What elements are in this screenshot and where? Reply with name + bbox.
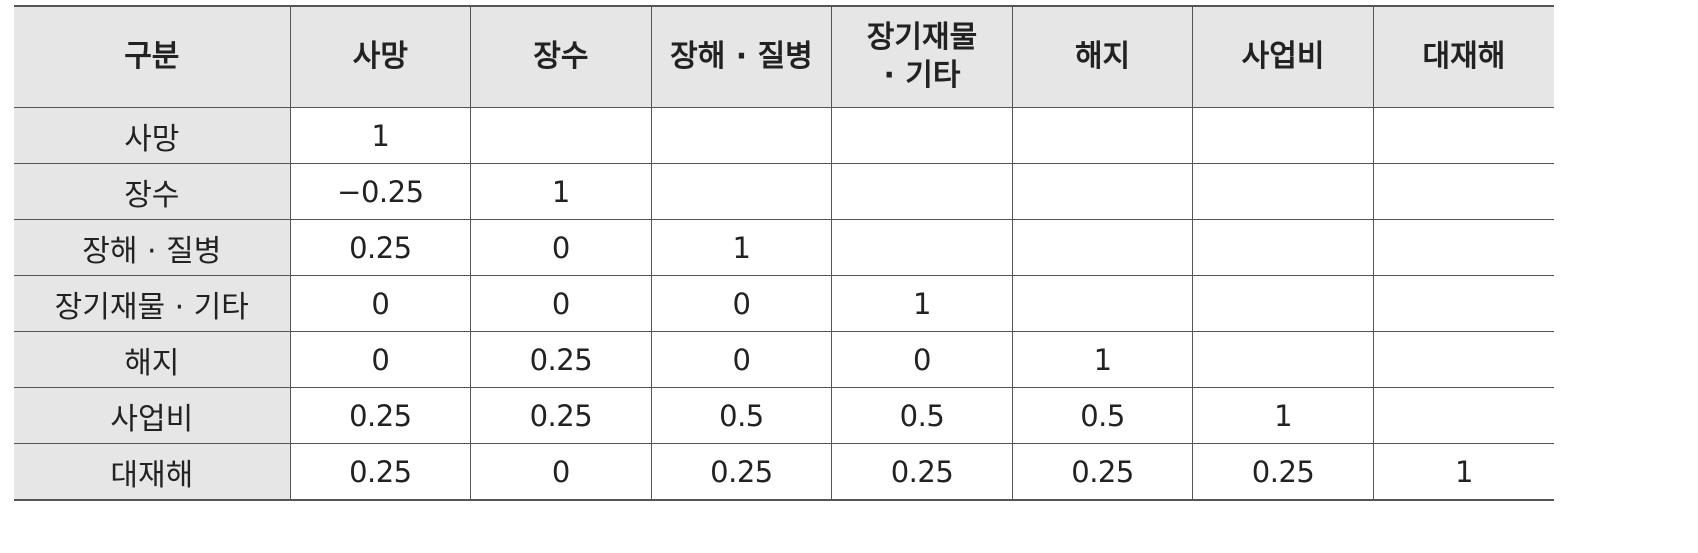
matrix-cell	[1373, 275, 1554, 332]
matrix-cell: 0	[470, 219, 652, 276]
header-cell-lapse: 해지	[1012, 6, 1194, 108]
matrix-cell: 0.5	[651, 387, 833, 444]
matrix-cell: 0.25	[290, 443, 472, 501]
header-cell-catastrophe: 대재해	[1373, 6, 1554, 108]
matrix-cell: 1	[290, 107, 472, 164]
table-row: 사업비 0.25 0.25 0.5 0.5 0.5 1	[14, 387, 1554, 444]
matrix-cell	[1012, 163, 1194, 220]
row-label-cell: 사망	[14, 107, 291, 164]
matrix-cell	[1192, 107, 1374, 164]
matrix-cell: 1	[1373, 443, 1554, 501]
header-cell-mortality: 사망	[290, 6, 472, 108]
matrix-cell: 0.25	[831, 443, 1013, 501]
matrix-cell: 0.25	[290, 219, 472, 276]
matrix-cell: 0.25	[470, 387, 652, 444]
matrix-cell: −0.25	[290, 163, 472, 220]
matrix-cell: 0	[290, 275, 472, 332]
header-cell-disability-illness: 장해 · 질병	[651, 6, 833, 108]
header-cell-expense: 사업비	[1192, 6, 1374, 108]
matrix-cell: 0	[470, 275, 652, 332]
matrix-cell	[1373, 219, 1554, 276]
matrix-cell: 1	[1192, 387, 1374, 444]
table-row: 대재해 0.25 0 0.25 0.25 0.25 0.25 1	[14, 443, 1554, 501]
row-label-cell: 사업비	[14, 387, 291, 444]
matrix-cell	[470, 107, 652, 164]
matrix-cell: 0.5	[1012, 387, 1194, 444]
header-cell-long-term-property-other: 장기재물 · 기타	[831, 6, 1013, 108]
table-row: 장해 · 질병 0.25 0 1	[14, 219, 1554, 276]
row-label-cell: 대재해	[14, 443, 291, 501]
table-row: 사망 1	[14, 107, 1554, 164]
matrix-cell: 0.25	[290, 387, 472, 444]
matrix-cell	[1012, 107, 1194, 164]
table-body: 사망 1 장수 −0.25 1 장해 · 질병 0.25 0 1 장기재물 · 기타 0 0 0 1 해지 0…	[14, 107, 1554, 501]
matrix-cell: 0	[831, 331, 1013, 388]
matrix-cell	[651, 163, 833, 220]
matrix-cell	[1192, 275, 1374, 332]
table-row: 장기재물 · 기타 0 0 0 1	[14, 275, 1554, 332]
header-row: 구분 사망 장수 장해 · 질병 장기재물 · 기타 해지 사업비 대재해	[14, 6, 1554, 108]
row-label-cell: 장수	[14, 163, 291, 220]
matrix-cell	[1373, 163, 1554, 220]
table-header: 구분 사망 장수 장해 · 질병 장기재물 · 기타 해지 사업비 대재해	[14, 6, 1554, 108]
matrix-cell: 0.25	[470, 331, 652, 388]
matrix-cell: 1	[651, 219, 833, 276]
matrix-cell	[1192, 163, 1374, 220]
matrix-cell: 0	[651, 331, 833, 388]
matrix-cell	[1012, 219, 1194, 276]
table-row: 해지 0 0.25 0 0 1	[14, 331, 1554, 388]
matrix-cell: 0.25	[1012, 443, 1194, 501]
matrix-cell: 0.5	[831, 387, 1013, 444]
row-label-cell: 장해 · 질병	[14, 219, 291, 276]
matrix-cell	[1373, 331, 1554, 388]
matrix-cell: 1	[831, 275, 1013, 332]
matrix-cell: 0	[290, 331, 472, 388]
header-cell-longevity: 장수	[470, 6, 652, 108]
matrix-cell	[1192, 219, 1374, 276]
matrix-cell	[1192, 331, 1374, 388]
correlation-matrix-table: 구분 사망 장수 장해 · 질병 장기재물 · 기타 해지 사업비 대재해 사망…	[14, 5, 1554, 501]
matrix-cell: 0	[470, 443, 652, 501]
matrix-cell	[831, 219, 1013, 276]
matrix-cell	[1373, 387, 1554, 444]
matrix-cell: 0	[651, 275, 833, 332]
matrix-cell: 1	[1012, 331, 1194, 388]
matrix-cell	[831, 163, 1013, 220]
row-label-cell: 해지	[14, 331, 291, 388]
matrix-cell	[651, 107, 833, 164]
matrix-cell: 1	[470, 163, 652, 220]
header-cell-category: 구분	[14, 6, 291, 108]
matrix-cell: 0.25	[651, 443, 833, 501]
row-label-cell: 장기재물 · 기타	[14, 275, 291, 332]
header-cell-long-term-property-other-text: 장기재물 · 기타	[866, 20, 978, 93]
matrix-cell	[831, 107, 1013, 164]
matrix-cell: 0.25	[1192, 443, 1374, 501]
matrix-cell	[1373, 107, 1554, 164]
table-row: 장수 −0.25 1	[14, 163, 1554, 220]
matrix-cell	[1012, 275, 1194, 332]
